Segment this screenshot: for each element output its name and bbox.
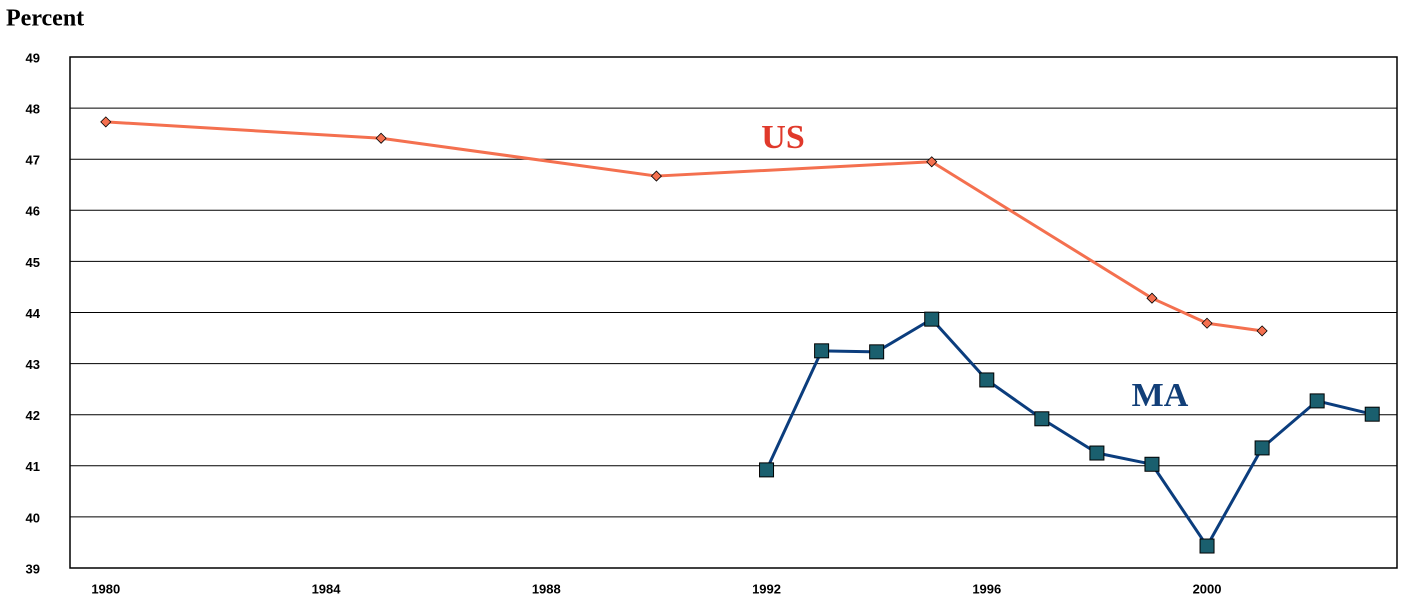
y-tick-label: 49 — [26, 50, 40, 65]
marker — [924, 311, 940, 327]
series-label: MA — [1132, 377, 1189, 414]
x-tick-label: 1992 — [752, 581, 781, 596]
plot-border — [69, 56, 1398, 569]
marker — [1034, 411, 1050, 427]
y-tick-label: 46 — [26, 204, 40, 219]
y-tick-label: 40 — [26, 510, 40, 525]
x-tick-label: 1984 — [312, 581, 342, 596]
y-tick-label: 43 — [26, 357, 40, 372]
y-tick-label: 42 — [26, 408, 40, 423]
y-tick-label: 48 — [26, 102, 40, 117]
marker — [1089, 445, 1105, 461]
marker — [979, 372, 995, 388]
marker — [1201, 317, 1213, 329]
marker — [1309, 393, 1325, 409]
x-tick-label: 2000 — [1193, 581, 1222, 596]
y-tick-label: 44 — [26, 306, 41, 321]
series-line — [105, 120, 1263, 333]
marker — [375, 132, 387, 144]
marker — [650, 170, 662, 182]
marker — [926, 156, 938, 168]
marker — [1199, 538, 1215, 554]
y-tick-label: 47 — [26, 153, 40, 168]
y-tick-label: 39 — [26, 561, 40, 576]
y-tick-label: 41 — [26, 459, 40, 474]
y-axis-label: Percent — [6, 6, 84, 32]
series-line — [765, 317, 1373, 548]
series-label: US — [761, 119, 804, 156]
y-tick-label: 45 — [26, 255, 40, 270]
x-tick-label: 1980 — [91, 581, 120, 596]
marker — [1256, 325, 1268, 337]
marker — [1146, 292, 1158, 304]
marker — [814, 343, 830, 359]
marker — [759, 462, 775, 478]
marker — [1364, 406, 1380, 422]
x-tick-label: 1988 — [532, 581, 561, 596]
marker — [1254, 440, 1270, 456]
marker — [1144, 456, 1160, 472]
marker — [869, 344, 885, 360]
marker — [100, 116, 112, 128]
x-tick-label: 1996 — [972, 581, 1001, 596]
